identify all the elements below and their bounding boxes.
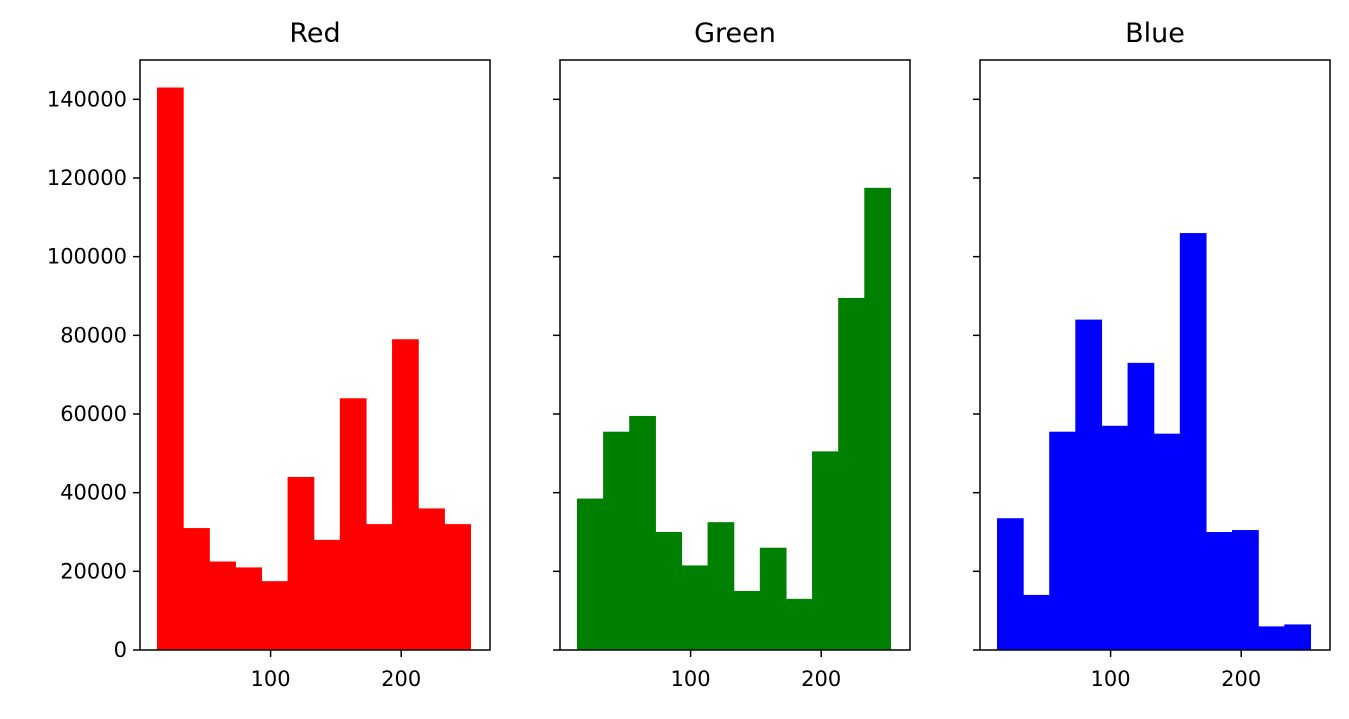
panel-red: Red 100 200 0 20000 40000 60000 80000 100000 1200… — [47, 18, 491, 691]
bar — [1049, 431, 1076, 650]
bar — [655, 532, 683, 650]
bar — [261, 581, 289, 650]
bar — [1101, 425, 1129, 650]
bar — [733, 591, 761, 650]
bar — [1075, 319, 1103, 650]
bar — [576, 498, 604, 650]
bar — [785, 598, 813, 650]
bar — [1258, 626, 1285, 650]
bar — [365, 524, 393, 650]
x-tick-label: 100 — [251, 667, 291, 691]
x-tick-label: 100 — [671, 667, 711, 691]
bar — [707, 522, 735, 650]
bar — [681, 565, 709, 650]
x-tick-label: 100 — [1091, 667, 1131, 691]
bar — [313, 539, 341, 650]
y-tick-label: 0 — [114, 638, 127, 662]
bar — [1023, 594, 1050, 650]
panel-blue: Blue 100 200 — [973, 18, 1331, 691]
bar — [183, 528, 210, 650]
bar — [392, 339, 419, 650]
bar — [418, 508, 445, 650]
panel-title: Red — [289, 18, 340, 49]
panel-title: Green — [694, 18, 776, 49]
bar — [1127, 362, 1155, 650]
x-tick-label: 200 — [1221, 667, 1261, 691]
axes-frame — [139, 59, 491, 651]
y-tick-label: 120000 — [47, 166, 127, 190]
bar — [1232, 530, 1259, 650]
axes-frame — [559, 59, 911, 651]
panel-green: Green 100 200 — [553, 18, 911, 691]
bar — [209, 561, 236, 650]
y-tick-label: 20000 — [60, 559, 127, 583]
bar — [287, 476, 315, 650]
bar — [1284, 624, 1312, 650]
bar — [603, 431, 630, 650]
panel-title: Blue — [1125, 18, 1185, 49]
bar — [812, 451, 839, 650]
bar — [1205, 532, 1233, 650]
bar — [156, 87, 184, 651]
y-tick-label: 80000 — [60, 323, 127, 347]
bar — [1153, 433, 1181, 650]
y-tick-label: 100000 — [47, 245, 127, 269]
bar — [1179, 233, 1207, 651]
bar — [864, 187, 892, 651]
bar — [629, 415, 656, 650]
x-tick-label: 200 — [381, 667, 421, 691]
y-tick-label: 140000 — [47, 87, 127, 111]
bar — [235, 567, 263, 650]
bar — [838, 297, 865, 650]
bar — [759, 547, 787, 650]
bar — [444, 524, 472, 650]
bar — [996, 518, 1024, 650]
y-tick-label: 40000 — [60, 481, 127, 505]
x-tick-label: 200 — [801, 667, 841, 691]
axes-frame — [979, 59, 1331, 651]
bar — [339, 398, 367, 650]
y-tick-label: 60000 — [60, 402, 127, 426]
